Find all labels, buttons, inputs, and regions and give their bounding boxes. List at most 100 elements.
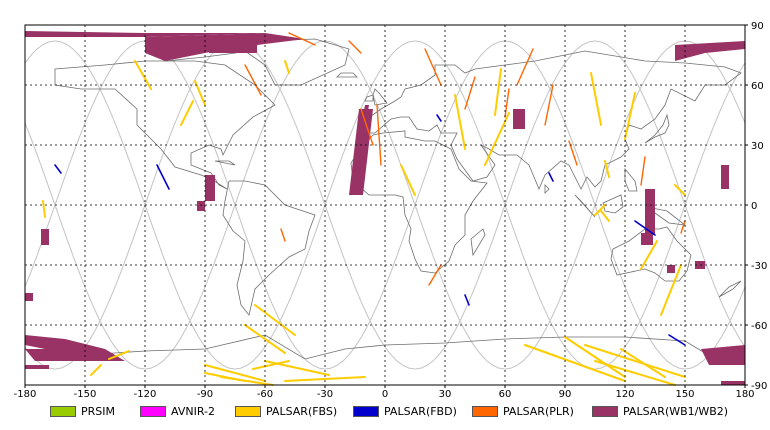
swath-plr bbox=[464, 76, 476, 110]
legend-label: AVNIR-2 bbox=[171, 404, 215, 418]
legend-label: PRSIM bbox=[81, 404, 115, 418]
legend-swatch bbox=[50, 405, 76, 417]
swath-wb bbox=[701, 345, 745, 365]
lat-lon-grid bbox=[25, 25, 745, 385]
legend-item-palsar-fbd: PALSAR(FBD) bbox=[353, 403, 457, 419]
swath-fbs bbox=[400, 164, 416, 196]
swath-fbs bbox=[594, 204, 606, 216]
coastline bbox=[544, 184, 550, 194]
legend-swatch bbox=[353, 405, 379, 417]
swath-plr bbox=[504, 88, 510, 118]
swath-fbs bbox=[42, 200, 46, 218]
coastline bbox=[364, 50, 742, 191]
legend-item-palsar-wb: PALSAR(WB1/WB2) bbox=[592, 403, 728, 419]
swath-wb bbox=[675, 41, 745, 61]
swath-plr bbox=[280, 228, 286, 242]
swath-fbs bbox=[284, 376, 366, 382]
y-tick-label: -60 bbox=[751, 321, 767, 332]
x-tick-label: 0 bbox=[382, 389, 388, 400]
swath-wb bbox=[41, 229, 49, 245]
swath-plr bbox=[348, 40, 362, 54]
swath-fbs bbox=[180, 100, 194, 126]
swath-fbs bbox=[252, 360, 290, 370]
swath-fbs bbox=[564, 336, 626, 378]
swath-plr bbox=[424, 48, 442, 86]
coastline bbox=[718, 280, 742, 298]
swath-fbd bbox=[634, 220, 656, 236]
swath-fbs bbox=[660, 264, 682, 316]
swath-plr bbox=[516, 48, 534, 86]
x-tick-label: 120 bbox=[615, 389, 634, 400]
y-tick-label: -30 bbox=[751, 261, 767, 272]
x-tick-label: 30 bbox=[439, 389, 452, 400]
legend-swatch bbox=[140, 405, 166, 417]
coastline bbox=[602, 194, 624, 214]
swath-fbs bbox=[524, 344, 626, 382]
x-tick-label: 60 bbox=[499, 389, 512, 400]
legend-label: PALSAR(FBD) bbox=[384, 404, 457, 418]
swath-fbs bbox=[90, 364, 102, 376]
coastline bbox=[644, 113, 670, 144]
swath-plr bbox=[376, 104, 382, 166]
swath-fbs bbox=[604, 160, 610, 178]
swath-fbs bbox=[594, 360, 676, 386]
swath-fbs bbox=[134, 60, 152, 90]
x-tick-label: -120 bbox=[134, 389, 157, 400]
coastline bbox=[470, 228, 486, 257]
y-tick-label: 30 bbox=[751, 141, 764, 152]
swath-fbs bbox=[244, 324, 286, 354]
swath-plr bbox=[680, 220, 686, 234]
x-tick-label: -90 bbox=[197, 389, 213, 400]
coastline bbox=[574, 194, 596, 218]
legend-swatch bbox=[472, 405, 498, 417]
coastline bbox=[214, 160, 236, 166]
coastline bbox=[54, 60, 276, 190]
swath-fbs bbox=[220, 376, 274, 386]
legend-item-palsar-fbs: PALSAR(FBS) bbox=[235, 403, 337, 419]
swath-fbs bbox=[108, 350, 130, 360]
swath-wb bbox=[721, 165, 729, 189]
swath-plr bbox=[544, 84, 554, 126]
legend: PRSIM AVNIR-2 PALSAR(FBS) PALSAR(FBD) PA… bbox=[0, 399, 770, 423]
legend-item-avnir2: AVNIR-2 bbox=[140, 403, 215, 419]
swath-wb bbox=[349, 109, 373, 195]
legend-label: PALSAR(FBS) bbox=[266, 404, 338, 418]
swath-wb bbox=[197, 201, 205, 211]
swath-fbd bbox=[668, 334, 686, 346]
swath-fbd bbox=[548, 172, 554, 182]
swath-fbs bbox=[620, 348, 666, 378]
world-coverage-map: -180 -150 -120 -90 -60 -30 0 30 60 90 120 150 180 90… bbox=[13, 21, 768, 400]
coastline bbox=[350, 130, 488, 274]
swath-plr bbox=[360, 108, 374, 146]
x-tick-label: -150 bbox=[74, 389, 97, 400]
swath-wb bbox=[25, 293, 33, 301]
coastline bbox=[244, 38, 350, 86]
swath-wb bbox=[25, 349, 125, 361]
legend-label: PALSAR(WB1/WB2) bbox=[623, 404, 729, 418]
swath-wb bbox=[25, 365, 49, 369]
y-tick-label: -90 bbox=[751, 381, 767, 392]
legend-swatch bbox=[592, 405, 618, 417]
swath-fbs bbox=[674, 184, 686, 196]
swath-fbd bbox=[156, 164, 170, 190]
swath-fbd bbox=[54, 164, 62, 174]
swath-fbs bbox=[264, 360, 330, 376]
swath-plr bbox=[244, 64, 262, 96]
swath-wb bbox=[667, 265, 675, 273]
swath-wb bbox=[721, 381, 745, 385]
swath-fbs bbox=[640, 240, 658, 270]
y-tick-label: 60 bbox=[751, 81, 764, 92]
coastline bbox=[336, 72, 358, 78]
y-tick-label: 0 bbox=[751, 201, 757, 212]
swath-wb bbox=[209, 43, 257, 53]
x-tick-label: -180 bbox=[14, 389, 37, 400]
y-tick-label: 90 bbox=[751, 21, 764, 32]
x-tick-label: 180 bbox=[735, 389, 754, 400]
legend-label: PALSAR(PLR) bbox=[503, 404, 574, 418]
swath-plr bbox=[640, 156, 646, 186]
swath-fbs bbox=[600, 210, 610, 222]
swath-wb bbox=[25, 31, 325, 37]
swath-fbs bbox=[254, 304, 296, 336]
x-tick-label: 90 bbox=[559, 389, 572, 400]
